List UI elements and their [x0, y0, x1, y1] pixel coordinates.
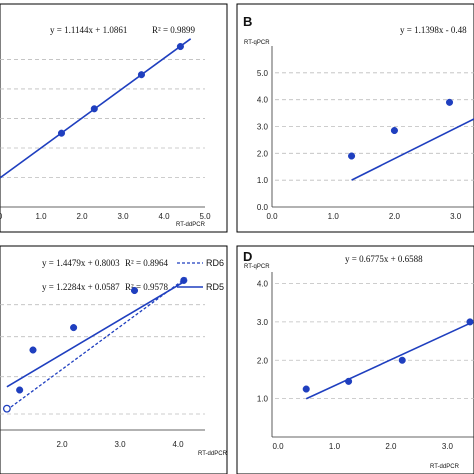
x-tick-label-d-2: 2.0 [385, 442, 397, 451]
x-tick-label-d-1: 1.0 [329, 442, 341, 451]
panel-a-points [57, 42, 184, 137]
panel-d-y-ticks: 1.0 2.0 3.0 4.0 [257, 280, 269, 404]
y-tick-label-b-3: 3.0 [257, 123, 269, 132]
x-tick-label-d-0: 0.0 [272, 442, 284, 451]
data-point-b-2 [445, 98, 454, 106]
fit-line-c-rd6 [6, 276, 188, 411]
fit-line-b [351, 118, 474, 181]
panel-b-fit-line [351, 118, 474, 181]
panel-a-x-ticks: 0 1.0 2.0 3.0 4.0 5.0 [0, 212, 211, 221]
panel-d-x-ticks: 0.0 1.0 2.0 3.0 [272, 442, 453, 451]
y-tick-label-b-4: 4.0 [257, 96, 269, 105]
panel-c-points [2, 276, 188, 413]
panel-c-legend-eq-rd6: y = 1.4479x + 0.8003 [42, 258, 120, 268]
panel-a-x-label: RT-ddPCR [176, 222, 206, 228]
x-tick-label-b-0: 0.0 [266, 212, 278, 221]
panel-d-equation: y = 0.6775x + 0.6588 [345, 254, 423, 264]
y-tick-label-b-1: 1.0 [257, 176, 269, 185]
panel-c-frame [0, 245, 228, 474]
open-point-c-0 [2, 404, 11, 413]
data-point-a-1 [90, 105, 98, 113]
panel-c: y = 1.4479x + 0.8003 R² = 0.8964 RD6 y =… [0, 245, 228, 474]
panel-c-fit-lines [6, 276, 188, 411]
data-point-a-3 [176, 42, 184, 51]
data-point-a-0 [57, 129, 66, 137]
panel-a-frame [0, 3, 228, 233]
y-tick-label-d-3: 4.0 [257, 280, 269, 289]
x-tick-label-a-0: 0 [0, 212, 3, 221]
panel-a-r2: R² = 0.9899 [152, 25, 196, 35]
y-tick-label-d-0: 1.0 [257, 395, 269, 404]
panel-c-legend-r2-rd6: R² = 0.8964 [125, 258, 169, 268]
fit-line-d [305, 322, 471, 400]
panel-c-gridlines [0, 304, 205, 415]
x-tick-label-c-0: 2.0 [56, 440, 68, 449]
data-point-d-3 [466, 318, 474, 326]
panel-d-frame [236, 245, 474, 474]
data-point-c-2 [70, 324, 78, 332]
panel-d: D y = 0.6775x + 0.6588 RT-qPCR 1.0 2.0 3.0… [236, 245, 474, 474]
y-tick-label-d-1: 2.0 [257, 356, 269, 365]
panel-a: y = 1.1144x + 1.0861 R² = 0.9899 0 1.0 2.0… [0, 3, 228, 233]
data-point-b-0 [348, 152, 356, 160]
panel-b-points [348, 98, 454, 160]
panel-b-gridlines [275, 72, 474, 181]
panel-b-x-ticks: 0.0 1.0 2.0 3.0 [266, 212, 461, 221]
x-tick-label-c-1: 3.0 [114, 440, 126, 449]
panel-d-x-label: RT-ddPCR [430, 464, 460, 470]
fit-line-c-rd5 [6, 279, 188, 388]
data-point-c-3 [130, 286, 139, 295]
panel-b-equation: y = 1.1398x - 0.48 [400, 25, 467, 35]
panel-d-gridlines [275, 283, 474, 400]
y-tick-label-b-2: 2.0 [257, 149, 269, 158]
data-point-c-1 [29, 346, 37, 354]
data-point-d-2 [398, 356, 406, 364]
x-tick-label-b-2: 2.0 [389, 212, 401, 221]
x-tick-label-a-3: 3.0 [117, 212, 129, 221]
data-point-c-4 [180, 276, 188, 284]
x-tick-label-b-3: 3.0 [450, 212, 462, 221]
y-tick-label-b-0: 0.0 [257, 203, 269, 212]
data-point-c-0 [16, 386, 24, 394]
x-tick-label-d-3: 3.0 [442, 442, 454, 451]
data-point-b-1 [390, 126, 398, 135]
panel-c-x-label: RT-ddPCR [198, 451, 228, 457]
panel-d-letter: D [243, 249, 252, 264]
panel-b-y-label: RT-qPCR [244, 40, 270, 46]
x-tick-label-a-2: 2.0 [76, 212, 88, 221]
y-tick-label-b-5: 5.0 [257, 69, 269, 78]
panel-b-frame [236, 3, 474, 233]
x-tick-label-a-4: 4.0 [158, 212, 170, 221]
panel-c-legend-name-rd5: RD5 [206, 282, 224, 292]
panel-d-fit-line [305, 322, 471, 400]
panel-d-points [302, 318, 474, 393]
y-tick-label-d-2: 3.0 [257, 318, 269, 327]
panel-b-y-ticks: 0.0 1.0 2.0 3.0 4.0 5.0 [257, 69, 269, 212]
panel-c-legend-r2-rd5: R² = 0.9578 [125, 282, 169, 292]
panel-b-letter: B [243, 14, 252, 29]
panel-c-legend-eq-rd5: y = 1.2284x + 0.0587 [42, 282, 120, 292]
panel-a-gridlines [0, 59, 205, 178]
x-tick-label-a-1: 1.0 [35, 212, 47, 221]
panel-c-legend: y = 1.4479x + 0.8003 R² = 0.8964 RD6 y =… [42, 258, 224, 292]
x-tick-label-b-1: 1.0 [328, 212, 340, 221]
panel-b: B y = 1.1398x - 0.48 RT-qPCR 0.0 1.0 2.0 3.… [236, 3, 474, 233]
x-tick-label-c-2: 4.0 [172, 440, 184, 449]
data-point-d-0 [302, 385, 310, 393]
panel-d-y-label: RT-qPCR [244, 264, 270, 270]
x-tick-label-a-5: 5.0 [199, 212, 211, 221]
panel-c-x-ticks: 2.0 3.0 4.0 [56, 440, 184, 449]
panel-a-equation: y = 1.1144x + 1.0861 [50, 25, 127, 35]
data-point-d-1 [345, 377, 353, 385]
panel-c-legend-name-rd6: RD6 [206, 258, 224, 268]
data-point-a-2 [137, 71, 145, 79]
